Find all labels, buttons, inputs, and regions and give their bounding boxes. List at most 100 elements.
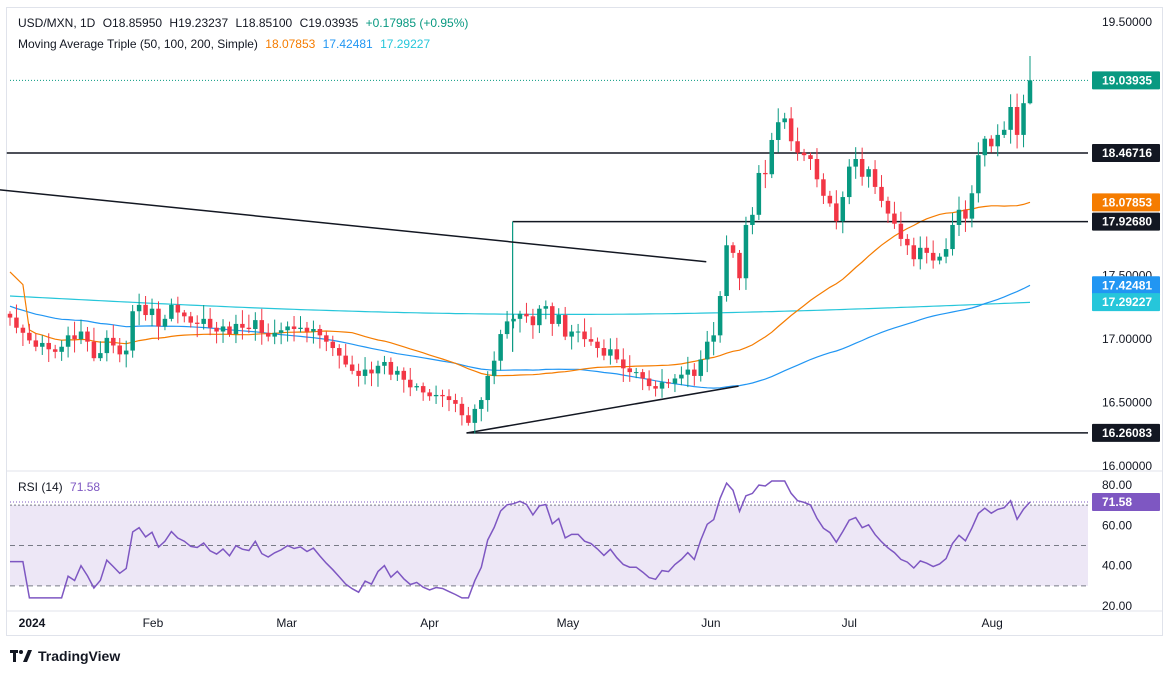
candle-body — [537, 308, 542, 326]
change-value: +0.17985 (+0.95%) — [365, 16, 469, 30]
candle-body — [575, 331, 581, 333]
candle-body — [169, 304, 174, 319]
price-tag-label: 19.03935 — [1102, 73, 1152, 87]
candle-body — [1014, 106, 1020, 135]
price-tag-2 — [1092, 193, 1160, 212]
tradingview-logo[interactable]: TradingView — [10, 648, 120, 664]
candle-body — [1008, 106, 1013, 130]
candle-body — [214, 327, 219, 332]
trendline-0 — [0, 189, 707, 263]
candle-body — [420, 386, 426, 393]
candle-body — [911, 245, 917, 260]
price-tag-label: 17.92680 — [1102, 215, 1152, 229]
candle-body — [834, 203, 839, 222]
candle-body — [788, 118, 794, 142]
candle-body — [814, 159, 820, 180]
time-tick-label: Jul — [842, 616, 857, 630]
rsi-tick-label: 40.00 — [1102, 559, 1132, 573]
open-value: O18.85950 — [102, 16, 163, 30]
candle-body — [440, 394, 445, 397]
time-tick-label: Jun — [701, 616, 720, 630]
indicator-name[interactable]: Moving Average Triple (50, 100, 200, Sim… — [18, 37, 258, 51]
candle-body — [582, 331, 587, 340]
candle-body — [40, 342, 45, 347]
price-pane — [0, 55, 1088, 434]
candle-body — [685, 369, 691, 375]
candle-body — [59, 346, 64, 352]
candle-body — [253, 320, 258, 329]
candle-body — [485, 375, 490, 401]
candle-body — [111, 337, 116, 346]
candle-body — [905, 238, 910, 246]
candle-body — [466, 415, 471, 423]
candle-body — [285, 326, 290, 331]
candle-body — [136, 304, 142, 312]
candle-body — [969, 193, 975, 219]
candle-body — [743, 224, 749, 279]
candle-body — [298, 327, 303, 329]
rsi-label[interactable]: RSI (14) — [18, 480, 63, 494]
candle-body — [801, 152, 807, 156]
ma100-line — [9, 284, 1031, 389]
candle-body — [498, 334, 503, 361]
rsi-tick-label: 80.00 — [1102, 478, 1132, 492]
high-value: H19.23237 — [169, 16, 229, 30]
candle-body — [989, 138, 994, 147]
symbol-header: USD/MXN, 1D O18.85950 H19.23237 L18.8510… — [18, 16, 472, 30]
candle-body — [872, 169, 878, 187]
candle-body — [898, 223, 904, 239]
low-value: L18.85100 — [235, 16, 293, 30]
candle-body — [408, 379, 413, 388]
candle-body — [795, 141, 800, 153]
price-tag-label: 17.29227 — [1102, 295, 1152, 309]
candle-body — [375, 365, 381, 374]
candle-body — [14, 317, 19, 328]
candle-body — [188, 316, 194, 323]
price-tag-label: 17.42481 — [1102, 278, 1152, 292]
price-tag-label: 18.07853 — [1102, 195, 1152, 209]
rsi-tag-label: 71.58 — [1102, 495, 1132, 509]
candle-body — [414, 386, 419, 388]
candle-body — [388, 361, 394, 375]
candle-body — [91, 341, 97, 359]
candle-body — [427, 392, 432, 397]
candle-body — [491, 360, 497, 376]
rsi-tick-label: 20.00 — [1102, 599, 1132, 613]
candle-body — [104, 337, 110, 354]
candle-body — [324, 335, 329, 342]
candle-body — [233, 323, 239, 335]
candle-body — [401, 370, 407, 380]
candle-body — [918, 247, 923, 260]
candle-body — [156, 308, 161, 327]
candle-body — [621, 359, 626, 369]
candle-body — [995, 134, 1000, 147]
candle-body — [853, 159, 858, 167]
rsi-tag — [1092, 492, 1160, 511]
candle-body — [511, 318, 516, 322]
candle-body — [317, 328, 323, 336]
candle-body — [517, 313, 523, 319]
candle-body — [278, 330, 284, 333]
rsi-line — [10, 480, 1031, 599]
candle-body — [479, 400, 484, 409]
candle-body — [349, 364, 355, 371]
candle-body — [362, 369, 368, 376]
rsi-header: RSI (14) 71.58 — [18, 480, 104, 494]
candle-body — [924, 247, 929, 253]
candle-body — [1021, 103, 1026, 135]
candle-body — [304, 327, 310, 332]
ma50-value: 18.07853 — [265, 37, 316, 51]
indicator-header: Moving Average Triple (50, 100, 200, Sim… — [18, 37, 434, 51]
candle-body — [530, 316, 536, 326]
symbol-label[interactable]: USD/MXN, 1D — [18, 16, 96, 30]
candle-body — [950, 224, 955, 250]
candle-body — [72, 335, 77, 340]
candle-body — [149, 308, 155, 316]
candle-body — [640, 372, 645, 379]
candle-body — [646, 378, 652, 387]
price-tag-0 — [1092, 71, 1160, 90]
time-tick-label: 2024 — [19, 616, 46, 630]
candle-body — [562, 315, 568, 337]
candle-body — [272, 332, 277, 337]
